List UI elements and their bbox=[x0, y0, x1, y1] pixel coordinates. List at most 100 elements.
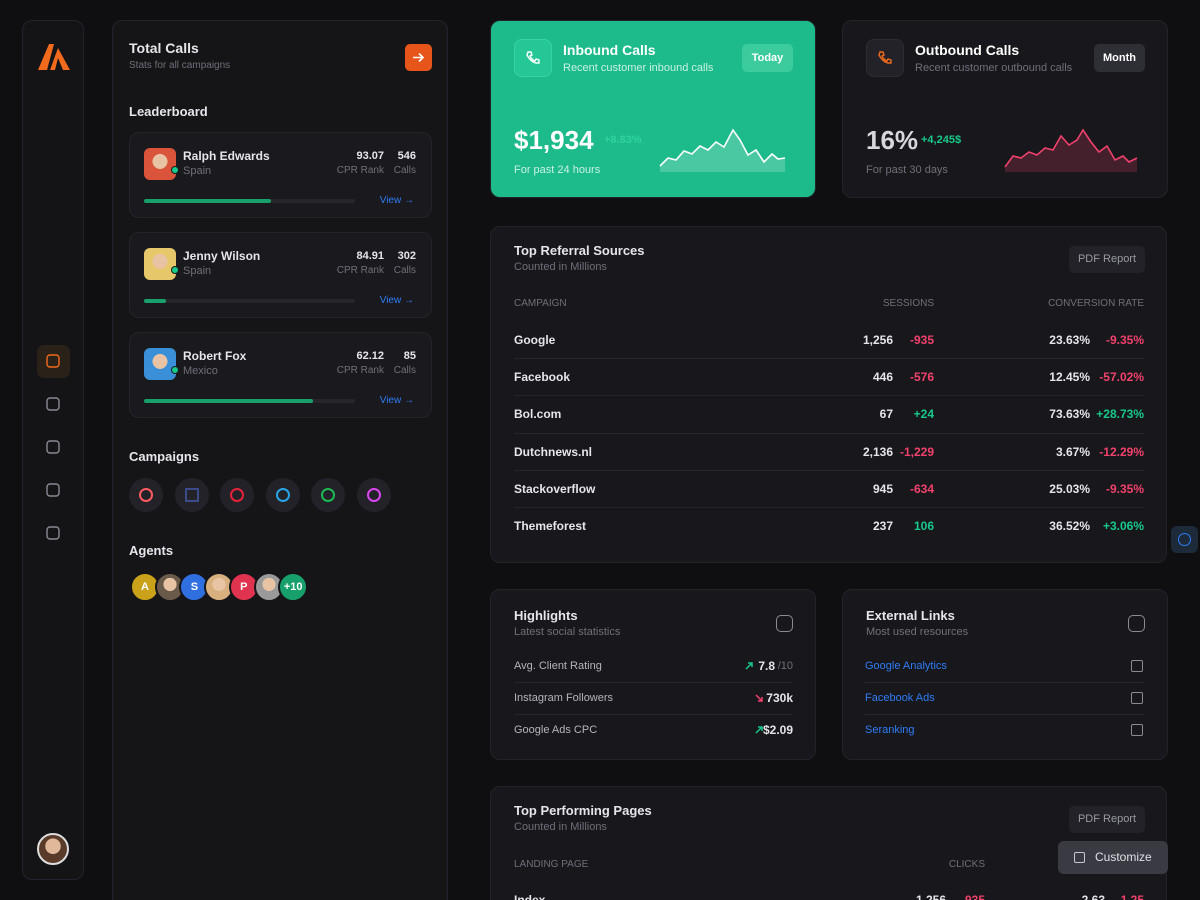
phone bbox=[526, 51, 540, 64]
row-divider bbox=[865, 682, 1144, 683]
clicks-value: 1,256 bbox=[915, 893, 946, 900]
card-caption: For past 30 days bbox=[866, 164, 948, 176]
leader-country: Spain bbox=[183, 265, 212, 277]
arrow bbox=[755, 726, 763, 734]
card-value: $1,934 bbox=[514, 125, 594, 155]
arrow bbox=[755, 694, 763, 702]
period-button[interactable]: Today bbox=[742, 44, 793, 72]
arrow bbox=[413, 52, 425, 63]
customize-label[interactable]: Customize bbox=[1095, 850, 1152, 864]
clicks-change: -935 bbox=[960, 893, 985, 900]
external-link[interactable]: Google Analytics bbox=[865, 660, 947, 672]
view-link[interactable]: View → bbox=[379, 195, 414, 206]
campaign-mark bbox=[139, 488, 153, 502]
cpr-value: 84.91 bbox=[356, 250, 384, 262]
card-subtitle: Counted in Millions bbox=[514, 261, 607, 273]
row-divider bbox=[514, 358, 1144, 360]
campaign-logo[interactable] bbox=[174, 478, 209, 512]
menu-button[interactable] bbox=[776, 615, 793, 632]
leader-name: Ralph Edwards bbox=[183, 149, 270, 163]
campaign-name: Bol.com bbox=[514, 407, 562, 422]
agent-avatar: A bbox=[130, 572, 160, 602]
stat-label: Avg. Client Rating bbox=[514, 660, 602, 672]
leader-country: Spain bbox=[183, 165, 212, 177]
row-divider bbox=[514, 507, 1144, 508]
pdf-button[interactable]: PDF Report bbox=[1069, 806, 1145, 833]
rate-value: 3.67% bbox=[1055, 444, 1090, 459]
user-avatar bbox=[37, 833, 69, 865]
arrow-icon bbox=[413, 52, 425, 63]
leader-country: Mexico bbox=[183, 365, 218, 377]
call-icon-box bbox=[514, 39, 552, 77]
button-label[interactable]: PDF Report bbox=[1077, 253, 1137, 265]
card-title: Outbound Calls bbox=[915, 42, 1020, 58]
icon-shape bbox=[46, 483, 60, 497]
button-label[interactable]: Month bbox=[1103, 52, 1136, 64]
nav-icon bbox=[46, 483, 60, 497]
section-title: Campaigns bbox=[129, 449, 200, 464]
leader-card bbox=[129, 232, 432, 318]
help-icon bbox=[1178, 533, 1191, 546]
top_pages-card bbox=[490, 786, 1167, 900]
sparkline bbox=[659, 128, 786, 172]
calls-value: 546 bbox=[397, 150, 416, 162]
card-subtitle: Counted in Millions bbox=[514, 821, 607, 833]
sparkline-area bbox=[1005, 130, 1137, 172]
external-link[interactable]: Facebook Ads bbox=[865, 692, 935, 704]
menu-button[interactable] bbox=[1128, 615, 1145, 632]
phone-icon bbox=[526, 51, 540, 64]
campaign-mark bbox=[366, 488, 381, 502]
rate-value: 73.63% bbox=[1049, 407, 1090, 422]
sparkline-area bbox=[660, 130, 785, 172]
open-icon[interactable] bbox=[1131, 692, 1143, 704]
button-label[interactable]: Today bbox=[751, 52, 784, 64]
arrow bbox=[745, 662, 753, 670]
agent-initial: P bbox=[240, 581, 248, 593]
agent-initial: +10 bbox=[283, 581, 303, 593]
customize-icon bbox=[1074, 852, 1085, 863]
row-divider bbox=[514, 395, 1144, 397]
icon-shape bbox=[46, 440, 60, 454]
progress-fill bbox=[144, 399, 313, 403]
button-label[interactable]: PDF Report bbox=[1077, 813, 1137, 825]
row-divider bbox=[514, 469, 1144, 471]
period-button[interactable]: Month bbox=[1094, 44, 1145, 72]
column-header: LANDING PAGE bbox=[514, 859, 589, 870]
open-icon[interactable] bbox=[1131, 724, 1143, 736]
trend-arrow bbox=[755, 726, 763, 734]
nav-item[interactable] bbox=[37, 345, 70, 378]
sparkline-line bbox=[659, 128, 786, 167]
rate-change: -9.35% bbox=[1105, 333, 1144, 347]
sessions-change: -935 bbox=[909, 333, 934, 347]
external-link[interactable]: Seranking bbox=[865, 724, 915, 736]
rate-value: 36.52% bbox=[1049, 519, 1090, 533]
view-link[interactable]: View → bbox=[379, 295, 414, 306]
agent-initial: S bbox=[190, 581, 199, 593]
customize-button[interactable] bbox=[1058, 841, 1168, 874]
leader-avatar bbox=[144, 348, 176, 380]
leader-avatar bbox=[144, 248, 176, 280]
cpr-label: CPR Rank bbox=[336, 365, 384, 376]
icon-shape bbox=[46, 526, 60, 540]
calls-value: 302 bbox=[397, 250, 416, 262]
row-divider bbox=[514, 682, 793, 683]
nav-icon bbox=[46, 354, 60, 368]
trend-arrow bbox=[755, 694, 763, 702]
card-subtitle: Latest social statistics bbox=[514, 626, 621, 638]
leader-avatar bbox=[144, 148, 176, 180]
card-title: Inbound Calls bbox=[563, 42, 656, 58]
sessions-change: -634 bbox=[909, 481, 934, 496]
view-link[interactable]: View → bbox=[379, 395, 414, 406]
sessions-change: -576 bbox=[909, 370, 934, 385]
online-dot bbox=[171, 266, 179, 274]
pdf-button[interactable]: PDF Report bbox=[1069, 246, 1145, 273]
trend-arrow bbox=[745, 662, 753, 670]
icon-shape bbox=[46, 397, 60, 411]
cpr-label: CPR Rank bbox=[336, 265, 384, 276]
campaign-mark bbox=[275, 488, 290, 502]
section-title: Agents bbox=[129, 543, 174, 558]
rate-change: -57.02% bbox=[1099, 370, 1144, 385]
card-caption: For past 24 hours bbox=[514, 164, 601, 176]
nav-icon bbox=[46, 526, 60, 540]
open-icon[interactable] bbox=[1131, 660, 1143, 672]
